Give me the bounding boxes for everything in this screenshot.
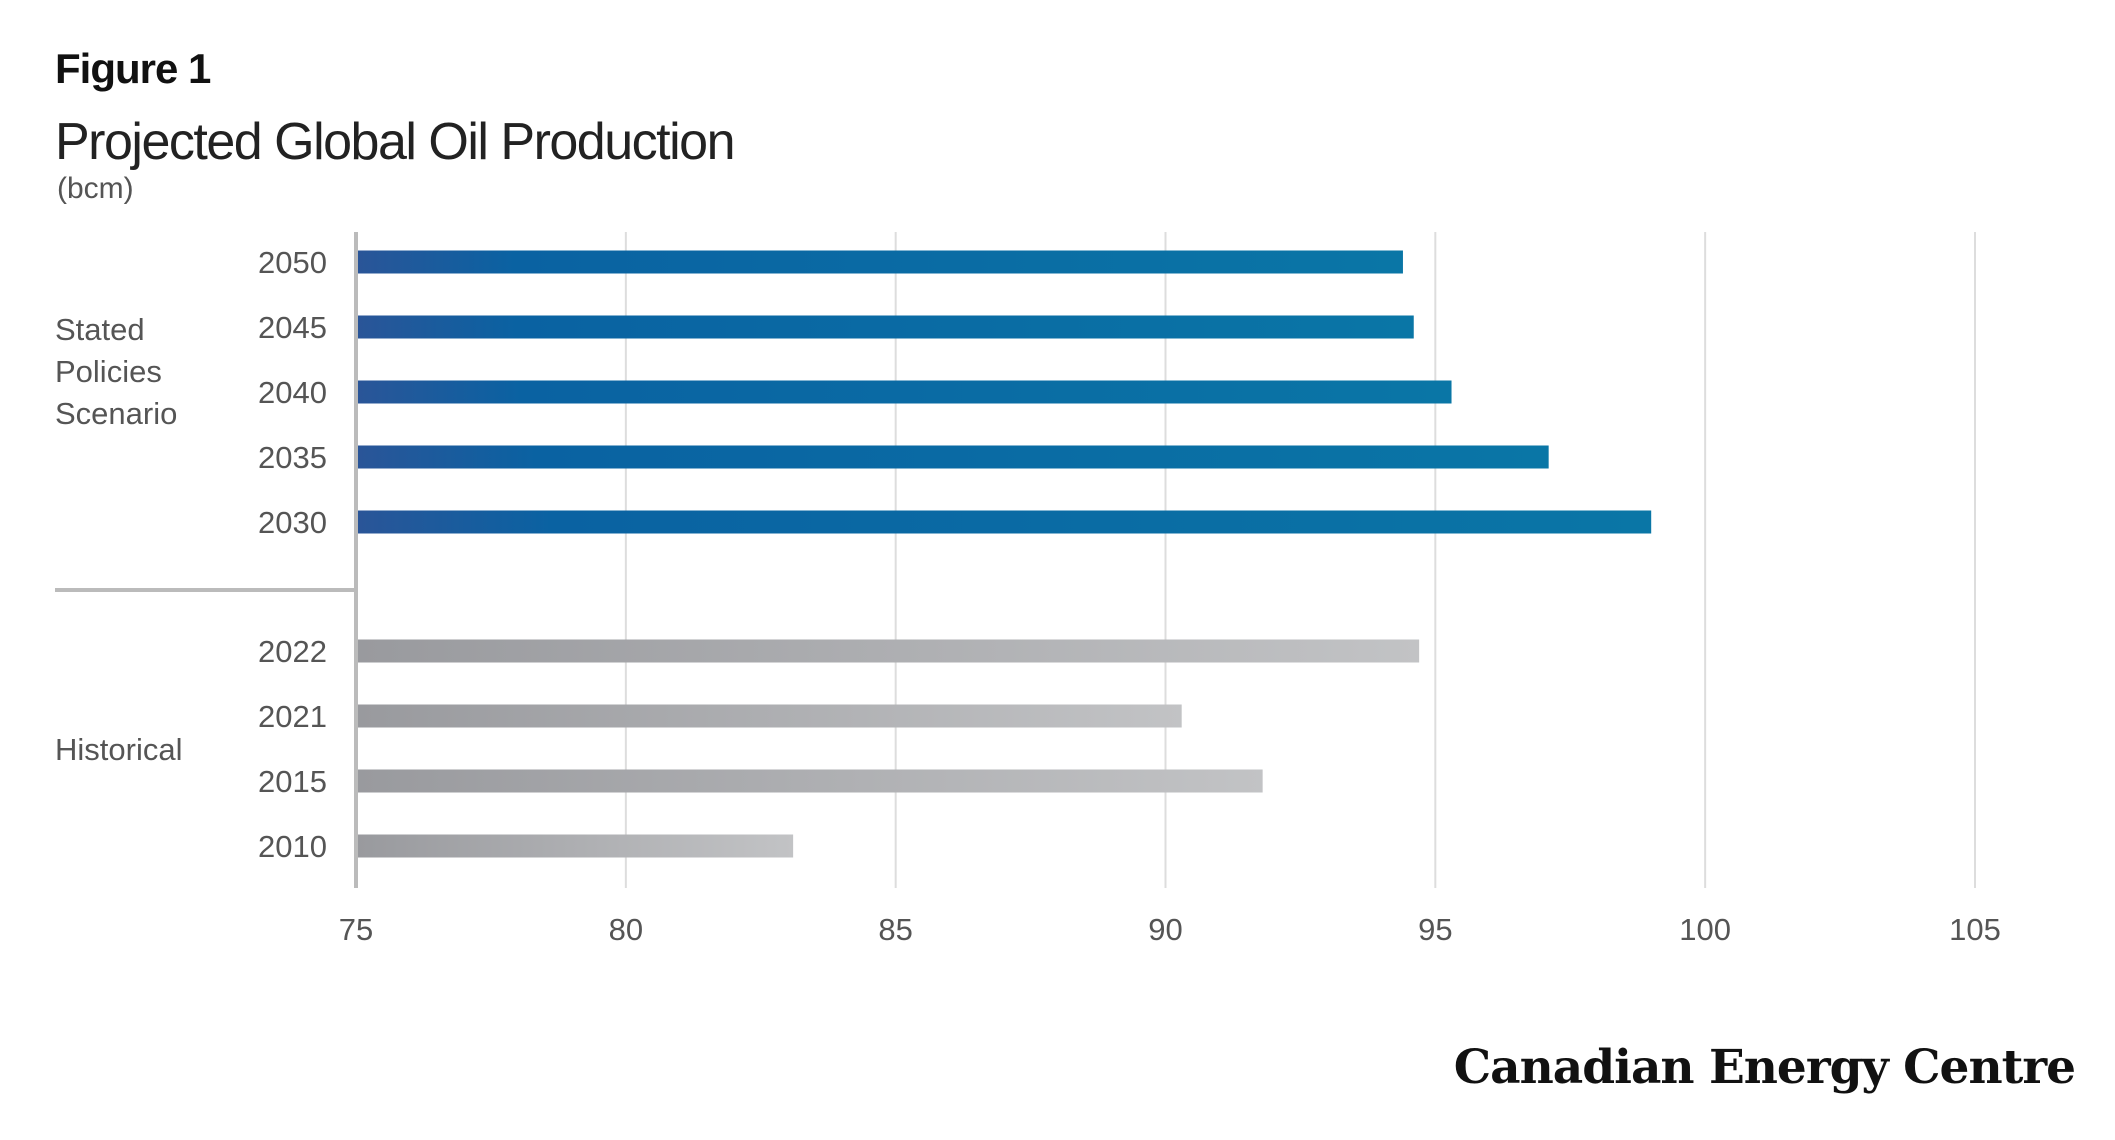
group-label: Scenario [55, 396, 177, 431]
figure-label: Figure 1 [55, 45, 211, 92]
bar [358, 834, 794, 858]
x-tick-label: 80 [609, 912, 643, 947]
y-category-label: 2045 [258, 310, 327, 345]
x-tick-label: 100 [1679, 912, 1731, 947]
chart-unit: (bcm) [57, 172, 134, 205]
x-tick-label: 95 [1418, 912, 1452, 947]
group-label: Historical [55, 732, 182, 767]
chart-title: Projected Global Oil Production [55, 113, 736, 171]
bar [358, 445, 1549, 469]
y-category-label: 2035 [258, 440, 327, 475]
y-category-label: 2022 [258, 634, 327, 669]
bar [358, 510, 1652, 534]
bar [358, 250, 1403, 274]
x-tick-label: 90 [1148, 912, 1182, 947]
x-tick-label: 105 [1949, 912, 2001, 947]
bar [358, 639, 1420, 663]
y-category-label: 2021 [258, 699, 327, 734]
group-label: Stated [55, 312, 145, 347]
group-label: Policies [55, 354, 162, 389]
bar [358, 769, 1263, 793]
labels: 75 80 85 90 95 100 105 2050 2045 2040 2035 2030 Stat… [55, 245, 2001, 947]
bar [358, 315, 1414, 339]
y-category-label: 2040 [258, 375, 327, 410]
x-tick-label: 85 [878, 912, 912, 947]
y-category-label: 2050 [258, 245, 327, 280]
y-category-label: 2030 [258, 505, 327, 540]
bars [358, 250, 1652, 858]
y-category-label: 2015 [258, 764, 327, 799]
bar [358, 380, 1452, 404]
bar [358, 704, 1182, 728]
x-tick-label: 75 [339, 912, 373, 947]
y-category-label: 2010 [258, 829, 327, 864]
brand-logo: Canadian Energy Centre [1453, 1040, 2076, 1095]
